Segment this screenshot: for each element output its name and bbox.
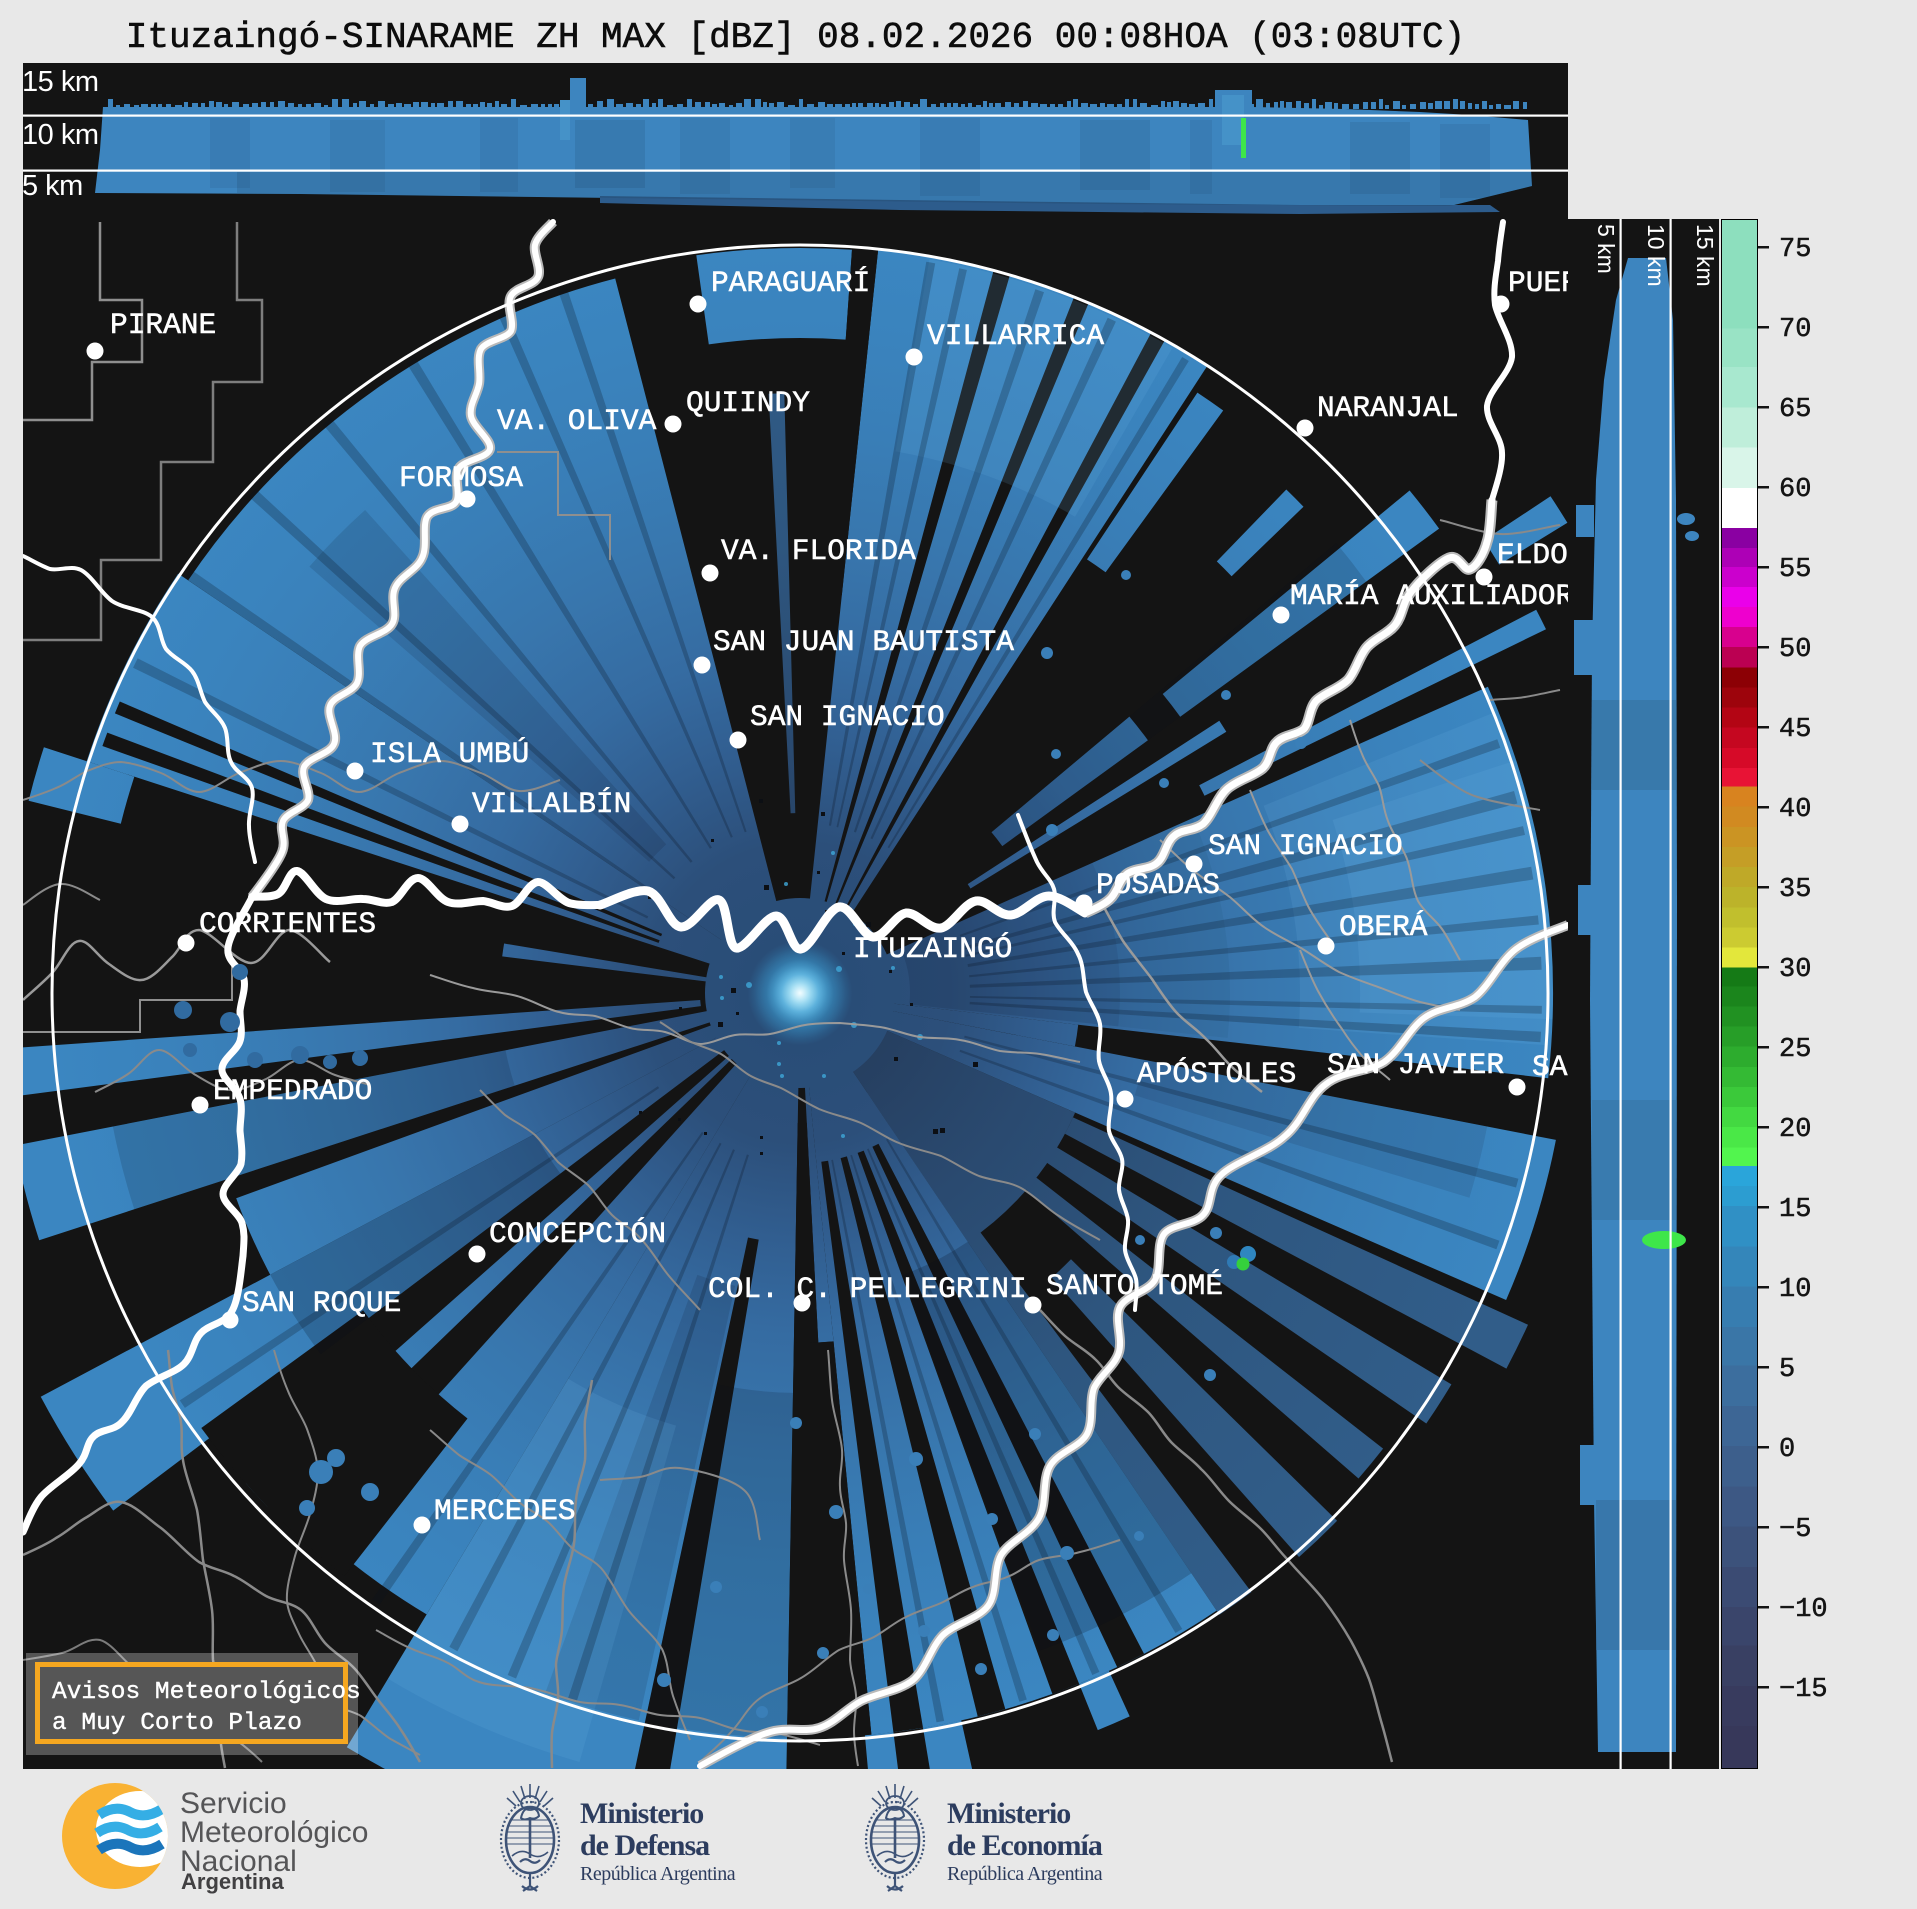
svg-text:COL. C. PELLEGRINI: COL. C. PELLEGRINI [708, 1272, 1027, 1306]
svg-text:ELDORADO: ELDORADO [1497, 538, 1568, 572]
svg-text:5 km: 5 km [1593, 224, 1619, 274]
svg-text:ITUZAINGÓ: ITUZAINGÓ [853, 932, 1012, 966]
svg-text:EMPEDRADO: EMPEDRADO [213, 1074, 372, 1108]
svg-text:VILLALBÍN: VILLALBÍN [472, 787, 631, 821]
svg-text:CORRIENTES: CORRIENTES [199, 907, 376, 941]
svg-text:SAN: SAN [1532, 1050, 1568, 1084]
svg-text:VA. OLIVA: VA. OLIVA [497, 404, 657, 438]
svg-text:FORMOSA: FORMOSA [399, 461, 523, 495]
svg-text:15 km: 15 km [1692, 224, 1718, 287]
svg-text:PUERTO: PUERTO [1508, 266, 1568, 300]
svg-text:10 km: 10 km [23, 119, 98, 151]
svg-text:5: 5 [1779, 1355, 1795, 1385]
svg-text:60: 60 [1779, 475, 1811, 505]
svg-text:SAN IGNACIO: SAN IGNACIO [750, 700, 945, 734]
svg-text:25: 25 [1779, 1035, 1811, 1065]
svg-text:5 km: 5 km [23, 170, 83, 202]
svg-text:45: 45 [1779, 715, 1811, 745]
svg-text:SANTO TOMÉ: SANTO TOMÉ [1046, 1269, 1223, 1303]
svg-text:30: 30 [1779, 955, 1811, 985]
svg-text:0: 0 [1779, 1435, 1795, 1465]
svg-text:10 km: 10 km [1643, 224, 1669, 287]
svg-text:PARAGUARÍ: PARAGUARÍ [711, 266, 870, 300]
svg-text:Avisos Meteorológicos: Avisos Meteorológicos [52, 1679, 361, 1706]
svg-text:−10: −10 [1779, 1595, 1828, 1625]
svg-text:OBERÁ: OBERÁ [1339, 910, 1428, 944]
svg-text:−15: −15 [1779, 1675, 1828, 1705]
svg-text:10: 10 [1779, 1275, 1811, 1305]
svg-text:VILLARRICA: VILLARRICA [927, 319, 1104, 353]
svg-text:40: 40 [1779, 795, 1811, 825]
svg-text:MARÍA AUXILIADORA: MARÍA AUXILIADORA [1290, 579, 1568, 613]
svg-text:−5: −5 [1779, 1515, 1811, 1545]
svg-text:15: 15 [1779, 1195, 1811, 1225]
svg-text:QUIINDY: QUIINDY [686, 386, 810, 420]
svg-text:55: 55 [1779, 555, 1811, 585]
svg-text:15 km: 15 km [23, 66, 98, 98]
svg-text:35: 35 [1779, 875, 1811, 905]
svg-text:VA. FLORIDA: VA. FLORIDA [721, 534, 916, 568]
svg-text:MERCEDES: MERCEDES [434, 1494, 576, 1528]
svg-text:70: 70 [1779, 315, 1811, 345]
svg-text:75: 75 [1779, 235, 1811, 265]
svg-text:PIRANE: PIRANE [110, 308, 216, 342]
svg-text:APÓSTOLES: APÓSTOLES [1137, 1057, 1296, 1091]
svg-text:20: 20 [1779, 1115, 1811, 1145]
svg-text:65: 65 [1779, 395, 1811, 425]
svg-text:ISLA UMBÚ: ISLA UMBÚ [370, 737, 529, 771]
svg-text:POSADAS: POSADAS [1096, 868, 1220, 902]
svg-text:SAN JUAN BAUTISTA: SAN JUAN BAUTISTA [713, 625, 1014, 659]
svg-text:NARANJAL: NARANJAL [1317, 391, 1459, 425]
svg-text:SAN JAVIER: SAN JAVIER [1327, 1048, 1504, 1082]
svg-text:a Muy Corto Plazo: a Muy Corto Plazo [52, 1710, 302, 1737]
svg-text:CONCEPCIÓN: CONCEPCIÓN [489, 1217, 666, 1251]
svg-text:SAN IGNACIO: SAN IGNACIO [1208, 829, 1403, 863]
svg-text:50: 50 [1779, 635, 1811, 665]
svg-text:SAN ROQUE: SAN ROQUE [242, 1286, 401, 1320]
